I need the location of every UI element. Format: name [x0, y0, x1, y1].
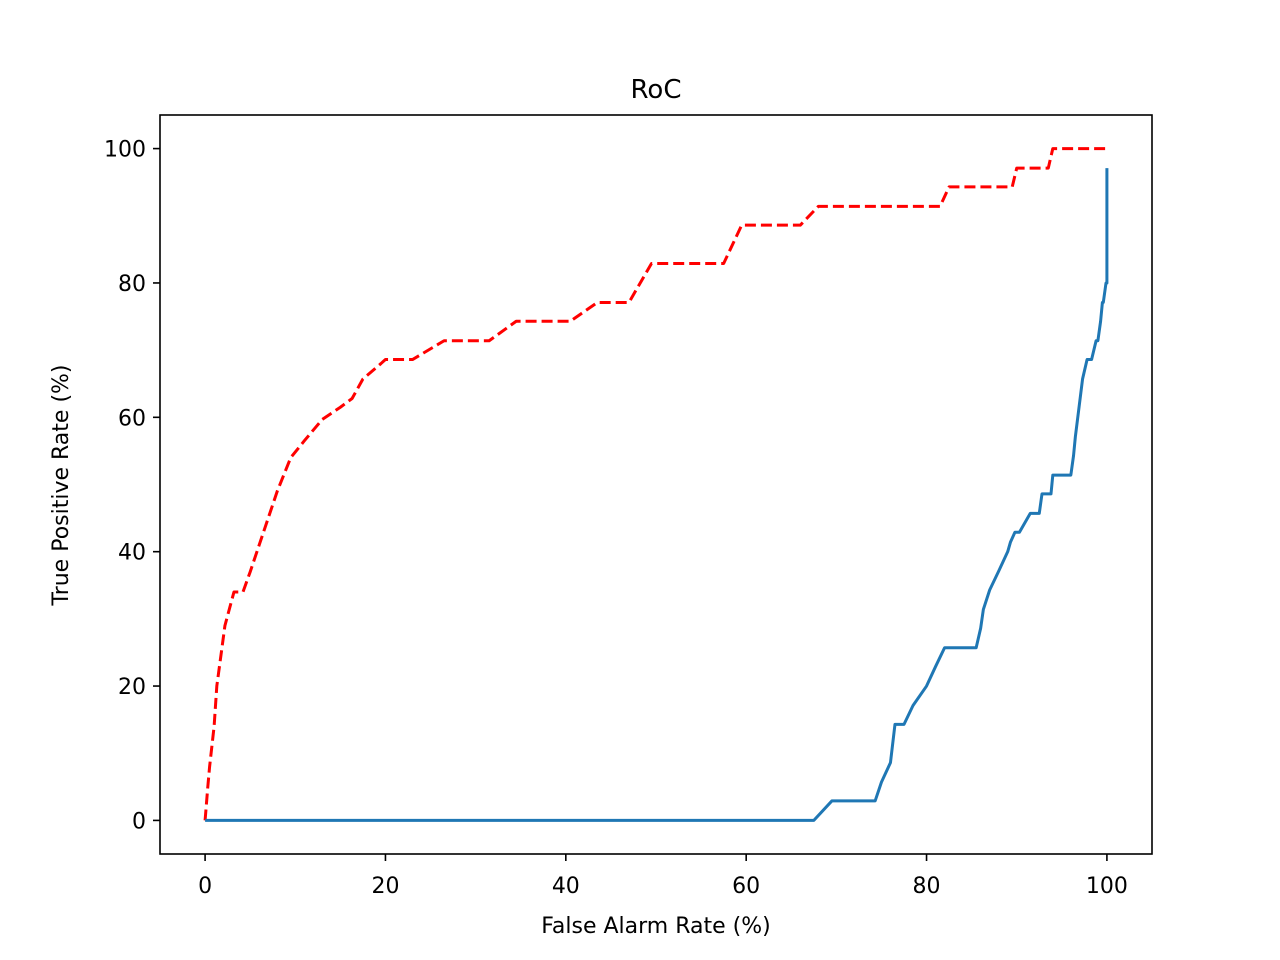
- y-axis-ticks: 0 20 40 60 80 100: [104, 138, 160, 834]
- x-tick-label: 0: [198, 874, 212, 899]
- x-axis-label: False Alarm Rate (%): [541, 914, 770, 939]
- x-tick-label: 20: [371, 874, 399, 899]
- y-tick-label: 20: [118, 675, 146, 700]
- y-tick-label: 100: [104, 138, 146, 163]
- x-tick-label: 100: [1086, 874, 1128, 899]
- y-tick-label: 80: [118, 272, 146, 297]
- series-line-1: [205, 168, 1109, 822]
- y-tick-label: 40: [118, 541, 146, 566]
- plot-lines: [203, 147, 1109, 822]
- y-axis-label: True Positive Rate (%): [49, 364, 74, 606]
- x-tick-label: 80: [913, 874, 941, 899]
- x-tick-label: 40: [552, 874, 580, 899]
- series-line-0: [203, 147, 1107, 821]
- y-tick-label: 0: [132, 809, 146, 834]
- plot-frame: [159, 114, 1153, 855]
- y-tick-label: 60: [118, 406, 146, 431]
- chart-title: RoC: [631, 75, 682, 105]
- x-tick-label: 60: [732, 874, 760, 899]
- x-axis-ticks: 0 20 40 60 80 100: [198, 854, 1128, 899]
